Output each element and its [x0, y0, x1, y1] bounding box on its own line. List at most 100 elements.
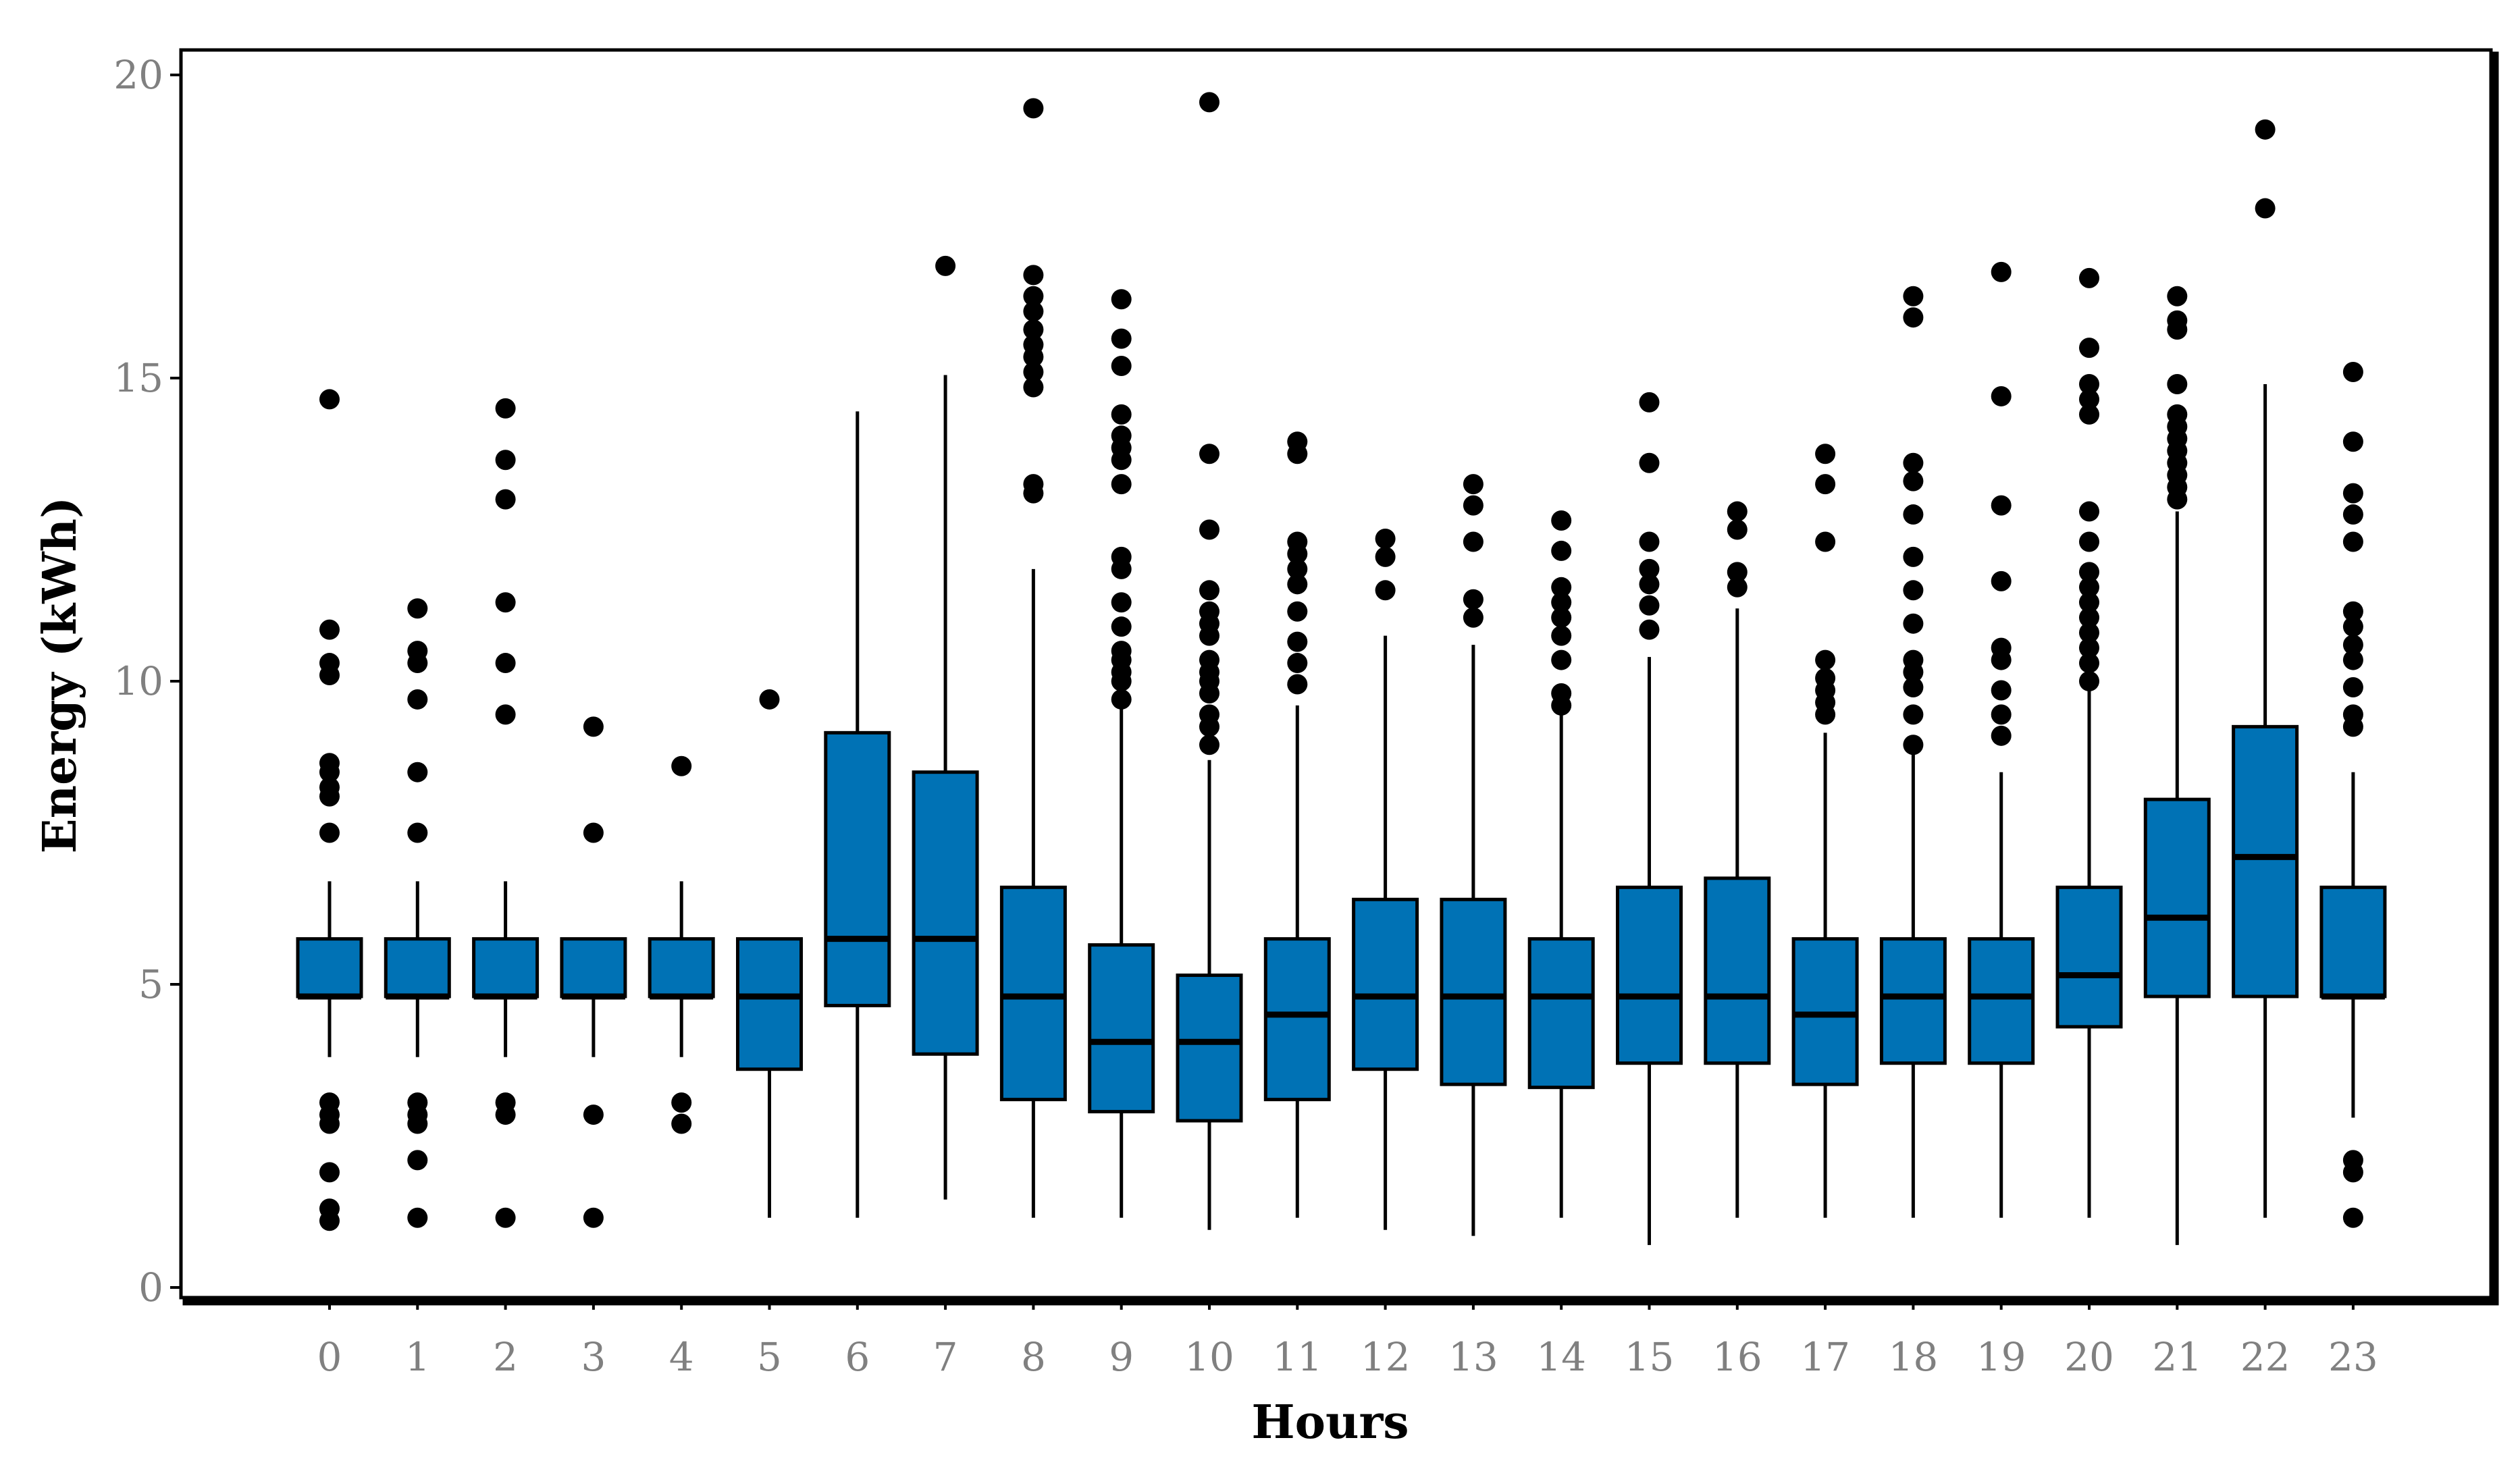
outlier-point	[1551, 592, 1572, 613]
outlier-point	[495, 592, 516, 613]
outlier-point	[2079, 622, 2099, 643]
box-iqr	[1088, 943, 1155, 1114]
box-iqr	[472, 937, 540, 999]
box-hour-9	[1088, 289, 1155, 1218]
x-tick-label: 11	[1272, 1334, 1322, 1380]
outlier-point	[1551, 683, 1572, 703]
outlier-point	[2079, 592, 2099, 613]
outlier-point	[407, 1150, 428, 1171]
box-iqr	[2232, 724, 2299, 999]
outlier-point	[671, 1092, 692, 1113]
outlier-point	[1991, 570, 2012, 591]
outlier-point	[1111, 404, 1132, 425]
box-iqr	[648, 937, 715, 999]
outlier-point	[1199, 444, 1219, 464]
outlier-point	[1639, 392, 1660, 413]
outlier-point	[1551, 510, 1572, 531]
outlier-point	[1639, 574, 1660, 595]
outlier-point	[1639, 531, 1660, 552]
outlier-point	[1639, 619, 1660, 640]
outlier-point	[2342, 1150, 2363, 1171]
outlier-point	[407, 1092, 428, 1113]
y-tick-label: 20	[113, 52, 163, 98]
plot-panel	[179, 48, 2493, 1300]
box-iqr	[560, 937, 627, 999]
outlier-point	[495, 1207, 516, 1228]
outlier-point	[583, 716, 604, 737]
y-axis: 0 5 10 15 20	[113, 52, 181, 1310]
x-tick-label: 12	[1361, 1334, 1411, 1380]
outlier-point	[2342, 601, 2363, 622]
outlier-point	[2079, 501, 2099, 522]
outlier-point	[1903, 649, 1924, 670]
outlier-point	[1463, 474, 1484, 495]
outlier-point	[1551, 649, 1572, 670]
box-iqr	[1616, 885, 1683, 1065]
outlier-point	[583, 1105, 604, 1125]
outlier-point	[1023, 362, 1044, 383]
outlier-point	[1903, 676, 1924, 697]
outlier-point	[2342, 635, 2363, 656]
x-tick-label: 23	[2328, 1334, 2378, 1380]
box-hour-20	[2055, 267, 2123, 1218]
outlier-point	[1903, 307, 1924, 328]
outlier-point	[1199, 704, 1219, 725]
outlier-point	[1815, 668, 1836, 689]
outlier-point	[1199, 519, 1219, 540]
outlier-point	[1463, 607, 1484, 628]
outlier-point	[1815, 444, 1836, 464]
outlier-point	[319, 753, 340, 774]
x-tick-label: 18	[1888, 1334, 1938, 1380]
box-iqr	[1352, 897, 1419, 1071]
box-hour-21	[2143, 286, 2211, 1246]
outlier-point	[1023, 265, 1044, 286]
x-tick-label: 6	[845, 1334, 870, 1380]
outlier-point	[1991, 725, 2012, 746]
outlier-point	[1463, 531, 1484, 552]
outlier-point	[1287, 558, 1308, 579]
outlier-point	[495, 653, 516, 674]
outlier-point	[1463, 589, 1484, 610]
outlier-point	[319, 653, 340, 674]
box-iqr	[824, 730, 891, 1007]
outlier-point	[2079, 531, 2099, 552]
box-iqr	[736, 937, 803, 1071]
box-iqr	[1968, 937, 2035, 1065]
x-tick-label: 5	[757, 1334, 782, 1380]
box-hour-1	[384, 598, 451, 1228]
x-tick-label: 20	[2064, 1334, 2114, 1380]
outlier-point	[319, 1198, 340, 1219]
outlier-point	[1903, 504, 1924, 525]
box-hour-4	[648, 755, 715, 1134]
outlier-point	[1023, 377, 1044, 398]
outlier-point	[1023, 301, 1044, 322]
box-hour-15	[1616, 392, 1683, 1246]
outlier-point	[1199, 735, 1219, 755]
outlier-point	[1375, 528, 1396, 549]
x-tick-label: 16	[1712, 1334, 1762, 1380]
boxes-layer	[296, 92, 2387, 1246]
outlier-point	[1903, 704, 1924, 725]
x-tick-label: 1	[405, 1334, 430, 1380]
box-hour-10	[1176, 92, 1243, 1230]
x-tick-label: 13	[1448, 1334, 1498, 1380]
outlier-point	[1903, 286, 1924, 307]
outlier-point	[407, 762, 428, 782]
box-iqr	[1527, 937, 1595, 1090]
x-tick-label: 15	[1625, 1334, 1675, 1380]
outlier-point	[2167, 373, 2188, 394]
outlier-point	[1023, 286, 1044, 307]
outlier-point	[1991, 680, 2012, 701]
box-iqr	[2319, 885, 2387, 999]
outlier-point	[1551, 607, 1572, 628]
outlier-point	[1727, 562, 1748, 583]
outlier-point	[2079, 671, 2099, 691]
outlier-point	[1815, 649, 1836, 670]
box-hour-3	[560, 716, 627, 1228]
x-tick-label: 19	[1976, 1334, 2026, 1380]
x-tick-label: 14	[1536, 1334, 1586, 1380]
outlier-point	[319, 777, 340, 798]
outlier-point	[2079, 373, 2099, 394]
x-tick-label: 10	[1184, 1334, 1234, 1380]
outlier-point	[583, 822, 604, 843]
